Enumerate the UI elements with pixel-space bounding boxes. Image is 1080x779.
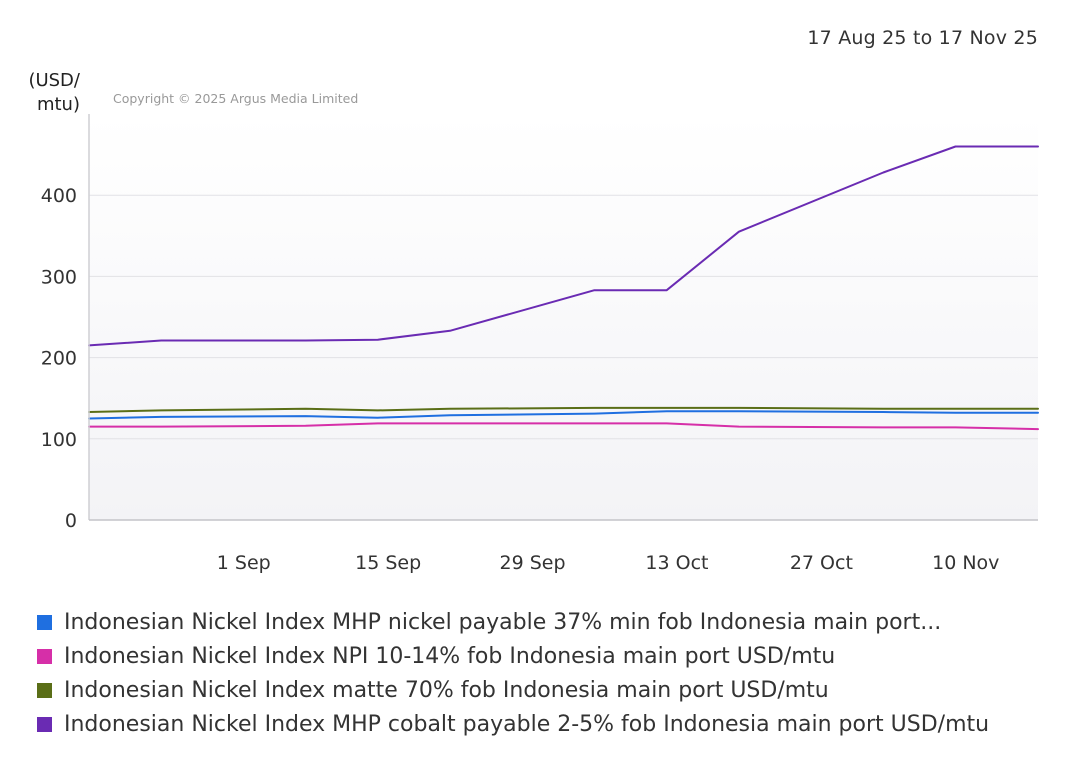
legend-swatch — [37, 716, 52, 732]
line-chart: 0 100 200 300 400 1 Sep 15 Sep 29 Sep 13 Oct 27 O… — [41, 114, 1039, 574]
series-line-1 — [88, 410, 1039, 420]
series-line-3 — [88, 406, 1039, 413]
y-axis-unit-label: (USD/ mtu) — [24, 69, 80, 117]
y-tick-label: 100 — [41, 429, 77, 451]
y-axis-unit-line-2: mtu) — [36, 94, 80, 115]
x-tick-label: 15 Sep — [355, 552, 421, 574]
legend-swatch — [37, 614, 52, 630]
series-lines — [88, 145, 1039, 431]
legend-label: Indonesian Nickel Index matte 70% fob In… — [64, 677, 829, 703]
y-axis-unit-line-1: (USD/ — [28, 70, 80, 91]
y-tick-label: 300 — [41, 266, 77, 288]
chart-legend: Indonesian Nickel Index MHP nickel payab… — [37, 605, 1077, 741]
x-tick-label: 13 Oct — [645, 552, 708, 574]
y-tick-label: 400 — [41, 185, 77, 207]
legend-label: Indonesian Nickel Index NPI 10-14% fob I… — [64, 643, 836, 669]
y-tick-label: 0 — [65, 510, 77, 532]
legend-label: Indonesian Nickel Index MHP nickel payab… — [64, 609, 942, 635]
date-range-label: 17 Aug 25 to 17 Nov 25 — [807, 27, 1038, 49]
x-tick-label: 1 Sep — [217, 552, 271, 574]
y-tick-label: 200 — [41, 348, 77, 370]
gridlines — [89, 194, 1038, 440]
legend-swatch — [37, 648, 52, 664]
legend-label: Indonesian Nickel Index MHP cobalt payab… — [64, 711, 990, 737]
legend-swatch — [37, 682, 52, 698]
axes: 0 100 200 300 400 1 Sep 15 Sep 29 Sep 13 Oct 27 O… — [41, 114, 1038, 574]
legend-item-npi[interactable]: Indonesian Nickel Index NPI 10-14% fob I… — [37, 639, 1077, 673]
x-tick-label: 27 Oct — [790, 552, 853, 574]
series-line-4 — [88, 145, 1039, 347]
plot-area — [89, 114, 1038, 520]
legend-item-mhp-cobalt[interactable]: Indonesian Nickel Index MHP cobalt payab… — [37, 707, 1077, 741]
legend-item-matte[interactable]: Indonesian Nickel Index matte 70% fob In… — [37, 673, 1077, 707]
x-tick-label: 29 Sep — [500, 552, 566, 574]
x-tick-label: 10 Nov — [932, 552, 999, 574]
copyright-notice: Copyright © 2025 Argus Media Limited — [113, 91, 359, 106]
legend-item-mhp-nickel[interactable]: Indonesian Nickel Index MHP nickel payab… — [37, 605, 1077, 639]
series-line-2 — [88, 422, 1039, 431]
